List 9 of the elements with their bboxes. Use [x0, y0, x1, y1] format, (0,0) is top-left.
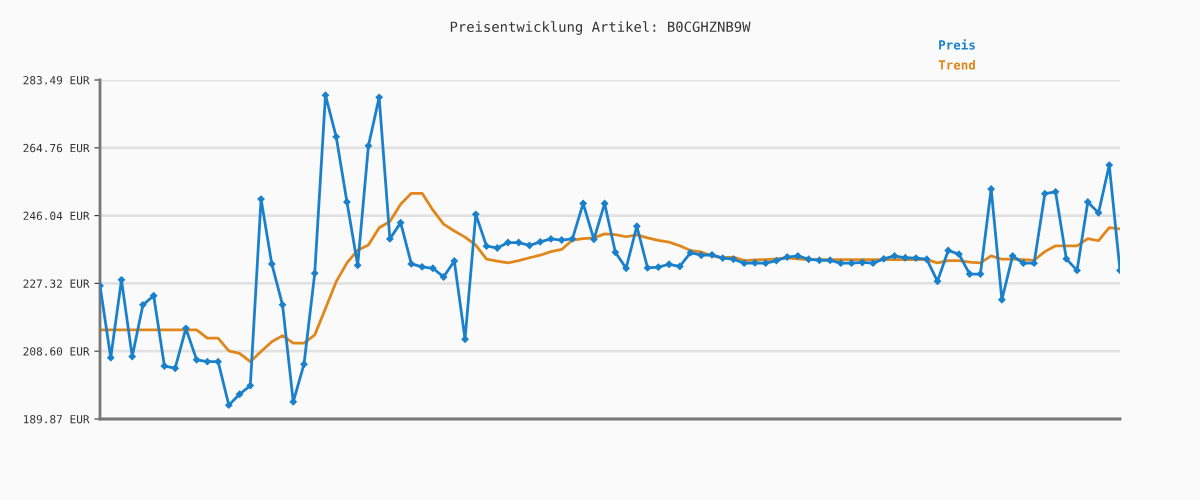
chart-title: Preisentwicklung Artikel: B0CGHZNB9W — [450, 21, 751, 35]
y-tick-label: 246.04 EUR — [23, 211, 90, 221]
text: Trend — [938, 59, 975, 70]
y-tick-label: 283.49 EUR — [23, 76, 90, 85]
y-tick-label: 227.32 EUR — [23, 279, 90, 288]
y-tick-label: 208.60 EUR — [23, 347, 90, 356]
text: Preis — [939, 39, 975, 50]
y-tick-label: 264.76 EUR — [23, 143, 90, 153]
y-tick-label: 189.87 EUR — [24, 415, 90, 424]
